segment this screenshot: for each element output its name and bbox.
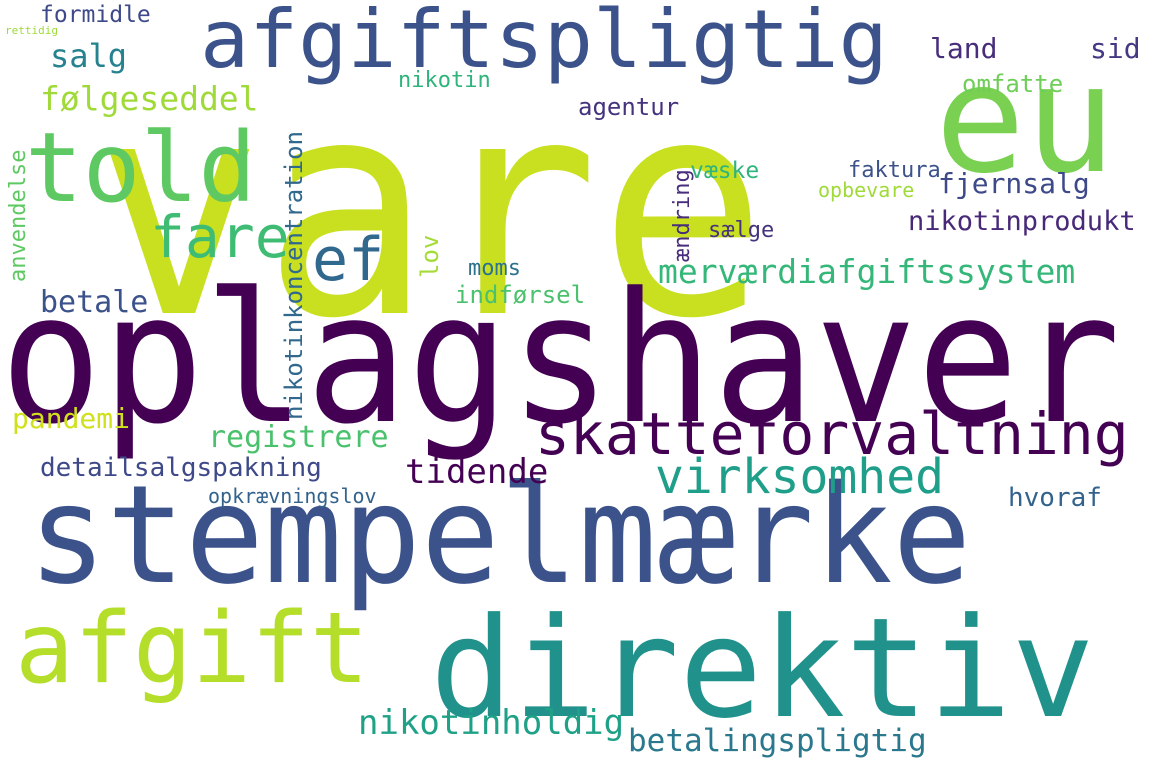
word-vaeske: væske bbox=[690, 158, 760, 184]
word-nikotinholdig: nikotinholdig bbox=[358, 703, 625, 743]
word-indfoersel: indførsel bbox=[455, 281, 586, 309]
word-opbevare: opbevare bbox=[818, 178, 915, 202]
word-nikotinkoncentration: nikotinkoncentration bbox=[280, 131, 308, 420]
word-hvoraf: hvoraf bbox=[1008, 483, 1102, 513]
word-skatteforvaltning: skatteforvaltning bbox=[535, 400, 1129, 468]
word-registrere: registrere bbox=[208, 420, 389, 455]
word-afgiftspligtig: afgiftspligtig bbox=[200, 0, 888, 86]
word-fjernsalg: fjernsalg bbox=[938, 167, 1090, 200]
word-foelgeseddel: følgeseddel bbox=[40, 79, 259, 118]
word-ef: ef bbox=[312, 225, 385, 295]
word-nikotin: nikotin bbox=[398, 68, 491, 93]
word-land: land bbox=[930, 32, 998, 65]
word-eu: eu bbox=[935, 33, 1116, 207]
word-rettidig: rettidig bbox=[5, 24, 58, 37]
word-fare: fare bbox=[150, 203, 290, 271]
word-formidle: formidle bbox=[40, 2, 151, 28]
word-nikotinprodukt: nikotinprodukt bbox=[908, 206, 1136, 237]
word-betale: betale bbox=[40, 285, 149, 320]
word-agentur: agentur bbox=[578, 93, 680, 121]
word-mervaerdiafgiftssystem: merværdiafgiftssystem bbox=[658, 252, 1076, 291]
word-tidende: tidende bbox=[405, 452, 549, 492]
word-told: told bbox=[25, 112, 257, 224]
word-sid: sid bbox=[1090, 32, 1141, 65]
word-pandemi: pandemi bbox=[12, 402, 131, 435]
word-moms: moms bbox=[468, 256, 521, 281]
word-direktiv: direktiv bbox=[430, 588, 1095, 749]
word-anvendelse: anvendelse bbox=[6, 149, 31, 282]
word-detailsalgspakning: detailsalgspakning bbox=[40, 453, 322, 483]
word-faktura: faktura bbox=[848, 158, 941, 183]
word-lov: lov bbox=[416, 234, 444, 278]
word-salg: salg bbox=[50, 37, 128, 75]
word-vare: vare bbox=[95, 35, 767, 384]
word-oplagshaver: oplagshaver bbox=[0, 255, 1121, 464]
word-saelge: sælge bbox=[708, 218, 775, 243]
word-opkraevningslov: opkrævningslov bbox=[208, 484, 377, 508]
word-omfatte: omfatte bbox=[962, 70, 1064, 98]
word-betalingspligtig: betalingspligtig bbox=[628, 723, 927, 759]
word-virksomhed: virksomhed bbox=[655, 449, 944, 505]
word-afgift: afgift bbox=[15, 592, 370, 706]
word-stempelmaerke: stempelmærke bbox=[28, 457, 972, 615]
